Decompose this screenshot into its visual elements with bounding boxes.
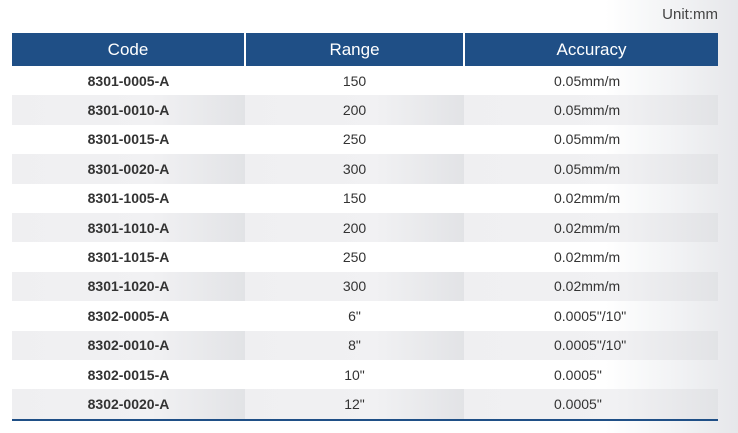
cell-range: 300	[245, 271, 464, 302]
cell-range: 200	[245, 212, 464, 243]
cell-code: 8301-1015-A	[87, 249, 170, 266]
cell-code: 8301-0020-A	[12, 154, 245, 184]
table-row: 8301-1020-A 300 0.02mm/m	[12, 271, 718, 302]
cell-code: 8302-0020-A	[12, 389, 245, 421]
table-row: 8301-1015-A 250 0.02mm/m	[12, 242, 718, 271]
table-body: 8301-0005-A 150 0.05mm/m 8301-0010-A 200…	[12, 66, 718, 421]
cell-range: 150	[342, 190, 367, 207]
table-row: 8301-0005-A 150 0.05mm/m	[12, 66, 718, 95]
cell-code: 8301-1010-A	[12, 212, 245, 243]
header-row: Code Range Accuracy	[12, 33, 718, 66]
cell-accuracy: 0.05mm/m	[464, 154, 718, 184]
cell-range: 6"	[348, 307, 361, 324]
table-row: 8302-0010-A 8" 0.0005"/10"	[12, 330, 718, 360]
table-row: 8301-0020-A 300 0.05mm/m	[12, 154, 718, 184]
cell-range: 250	[342, 249, 367, 266]
unit-label: Unit:mm	[662, 6, 718, 23]
cell-code: 8302-0010-A	[12, 330, 245, 360]
cell-accuracy: 0.02mm/m	[464, 271, 718, 302]
cell-code: 8301-0005-A	[87, 72, 170, 89]
cell-range: 150	[342, 72, 367, 89]
table-header: Code Range Accuracy	[12, 33, 718, 66]
column-header-accuracy: Accuracy	[463, 33, 718, 66]
cell-code: 8302-0005-A	[87, 307, 170, 324]
cell-accuracy: 0.0005"	[554, 366, 602, 383]
column-header-range: Range	[244, 33, 464, 66]
cell-code: 8301-0010-A	[12, 95, 245, 125]
cell-range: 300	[245, 154, 464, 184]
cell-range: 8"	[245, 330, 464, 360]
table-row: 8302-0015-A 10" 0.0005"	[12, 360, 718, 389]
cell-accuracy: 0.0005"	[464, 389, 718, 421]
column-header-code: Code	[12, 33, 245, 66]
cell-range: 200	[245, 95, 464, 125]
table-row: 8302-0005-A 6" 0.0005"/10"	[12, 301, 718, 330]
cell-accuracy: 0.0005"/10"	[554, 307, 627, 324]
cell-accuracy: 0.05mm/m	[554, 72, 621, 89]
cell-code: 8301-0015-A	[87, 131, 170, 148]
cell-code: 8302-0015-A	[87, 366, 170, 383]
table-row: 8301-1005-A 150 0.02mm/m	[12, 184, 718, 213]
table-row: 8302-0020-A 12" 0.0005"	[12, 389, 718, 421]
cell-accuracy: 0.02mm/m	[554, 249, 621, 266]
cell-code: 8301-1005-A	[87, 190, 170, 207]
table-row: 8301-0010-A 200 0.05mm/m	[12, 95, 718, 125]
cell-accuracy: 0.05mm/m	[464, 95, 718, 125]
table-row: 8301-0015-A 250 0.05mm/m	[12, 125, 718, 154]
table-row: 8301-1010-A 200 0.02mm/m	[12, 212, 718, 243]
cell-range: 12"	[245, 389, 464, 421]
cell-code: 8301-1020-A	[12, 271, 245, 302]
cell-accuracy: 0.02mm/m	[464, 212, 718, 243]
cell-accuracy: 0.0005"/10"	[464, 330, 718, 360]
spec-table: Code Range Accuracy 8301-0005-A 150 0.05…	[12, 33, 718, 421]
cell-accuracy: 0.05mm/m	[554, 131, 621, 148]
cell-range: 10"	[344, 366, 365, 383]
cell-range: 250	[342, 131, 367, 148]
cell-accuracy: 0.02mm/m	[554, 190, 621, 207]
